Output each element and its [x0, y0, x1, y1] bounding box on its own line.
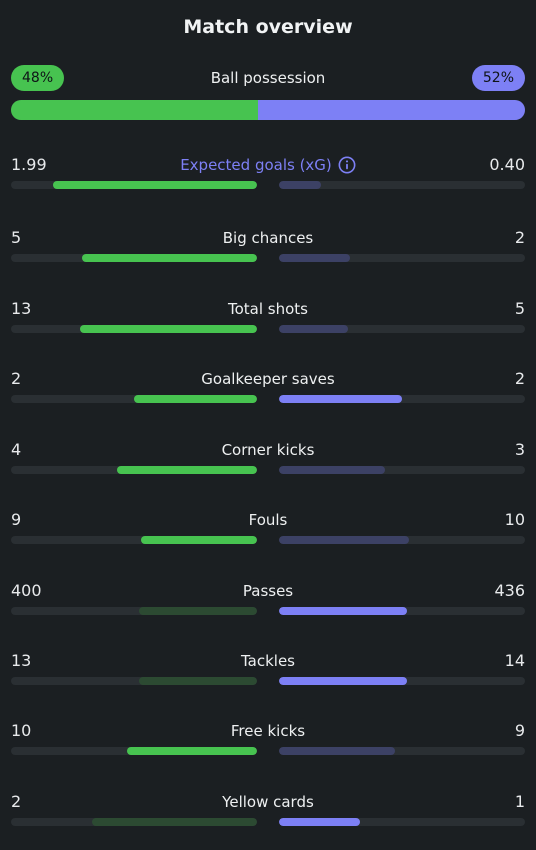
away-stat-value: 5 — [514, 299, 525, 318]
home-possession-badge: 48% — [11, 65, 65, 91]
home-stat-track — [11, 181, 257, 189]
away-stat-fill — [279, 325, 348, 333]
stat-row: 9 Fouls 10 — [11, 510, 525, 550]
away-stat-value: 14 — [504, 651, 525, 670]
away-stat-track — [279, 395, 525, 403]
stat-label: Goalkeeper saves — [11, 370, 525, 388]
home-stat-track — [11, 466, 257, 474]
stat-row: 400 Passes 436 — [11, 581, 525, 621]
stat-label-text: Yellow cards — [222, 793, 314, 811]
stat-label: Corner kicks — [11, 441, 525, 459]
stat-label-text: Big chances — [222, 229, 314, 247]
away-stat-fill — [279, 747, 395, 755]
home-stat-fill — [92, 818, 257, 826]
away-stat-track — [279, 325, 525, 333]
home-stat-value: 13 — [11, 651, 32, 670]
stat-label-text: Corner kicks — [221, 441, 315, 459]
away-stat-value: 1 — [514, 792, 525, 811]
stat-label: Free kicks — [11, 722, 525, 740]
possession-bar — [11, 100, 525, 120]
stat-row: 5 Big chances 2 — [11, 228, 525, 268]
home-stat-value: 9 — [11, 510, 22, 529]
away-possession-fill — [257, 100, 525, 120]
stat-label: Fouls — [11, 511, 525, 529]
away-stat-value: 436 — [494, 581, 525, 600]
home-stat-track — [11, 395, 257, 403]
possession-block: 48% Ball possession 52% — [11, 65, 525, 121]
home-stat-fill — [138, 607, 257, 615]
home-stat-track — [11, 607, 257, 615]
info-icon[interactable] — [338, 156, 356, 174]
home-possession-fill — [11, 100, 258, 120]
away-stat-fill — [279, 677, 407, 685]
home-stat-track — [11, 254, 257, 262]
away-stat-track — [279, 536, 525, 544]
away-stat-value: 10 — [504, 510, 525, 529]
home-stat-value: 5 — [11, 228, 22, 247]
stat-label-text: Total shots — [228, 300, 308, 318]
away-stat-fill — [279, 395, 402, 403]
home-stat-track — [11, 325, 257, 333]
stat-label-text: Fouls — [248, 511, 288, 529]
away-stat-fill — [279, 818, 361, 826]
stat-label-text: Passes — [242, 582, 294, 600]
home-stat-fill — [79, 325, 257, 333]
stat-label: Total shots — [11, 300, 525, 318]
home-stat-track — [11, 536, 257, 544]
stat-row: 13 Tackles 14 — [11, 651, 525, 691]
home-stat-fill — [134, 395, 257, 403]
possession-label: Ball possession — [210, 69, 326, 87]
away-possession-badge: 52% — [471, 65, 525, 91]
away-stat-value: 3 — [514, 440, 525, 459]
home-stat-fill — [126, 747, 257, 755]
away-stat-value: 9 — [514, 721, 525, 740]
home-stat-fill — [52, 181, 257, 189]
away-stat-value: 0.40 — [489, 155, 525, 174]
home-stat-fill — [82, 254, 257, 262]
away-stat-fill — [279, 466, 385, 474]
away-stat-track — [279, 254, 525, 262]
stat-label: Yellow cards — [11, 793, 525, 811]
away-stat-track — [279, 677, 525, 685]
away-stat-fill — [279, 254, 351, 262]
home-stat-value: 1.99 — [11, 155, 47, 174]
away-stat-track — [279, 607, 525, 615]
home-stat-value: 4 — [11, 440, 22, 459]
home-stat-value: 10 — [11, 721, 32, 740]
stat-row: 4 Corner kicks 3 — [11, 440, 525, 480]
stat-row: 1.99 Expected goals (xG) 0.40 — [11, 155, 525, 195]
home-stat-track — [11, 677, 257, 685]
away-stat-fill — [279, 607, 407, 615]
stat-label: Expected goals (xG) — [11, 156, 525, 174]
home-stat-value: 2 — [11, 369, 22, 388]
home-stat-track — [11, 747, 257, 755]
home-stat-value: 13 — [11, 299, 32, 318]
stat-label-text: Free kicks — [230, 722, 306, 740]
away-stat-track — [279, 466, 525, 474]
stat-label-text: Tackles — [240, 652, 296, 670]
away-stat-track — [279, 747, 525, 755]
stat-label-text: Expected goals (xG) — [180, 156, 332, 174]
away-stat-fill — [279, 181, 321, 189]
home-stat-track — [11, 818, 257, 826]
away-stat-value: 2 — [514, 228, 525, 247]
page-title: Match overview — [183, 16, 353, 38]
home-stat-fill — [116, 466, 257, 474]
home-stat-fill — [141, 536, 257, 544]
stat-label-text: Goalkeeper saves — [201, 370, 335, 388]
away-stat-fill — [279, 536, 410, 544]
stat-row: 2 Yellow cards 1 — [11, 792, 525, 832]
home-stat-value: 400 — [11, 581, 42, 600]
home-stat-value: 2 — [11, 792, 22, 811]
home-stat-fill — [138, 677, 257, 685]
stat-row: 13 Total shots 5 — [11, 299, 525, 339]
away-stat-track — [279, 818, 525, 826]
stat-row: 2 Goalkeeper saves 2 — [11, 369, 525, 409]
stat-row: 10 Free kicks 9 — [11, 721, 525, 761]
stat-label: Big chances — [11, 229, 525, 247]
stat-label: Passes — [11, 582, 525, 600]
away-stat-track — [279, 181, 525, 189]
away-stat-value: 2 — [514, 369, 525, 388]
stat-label: Tackles — [11, 652, 525, 670]
